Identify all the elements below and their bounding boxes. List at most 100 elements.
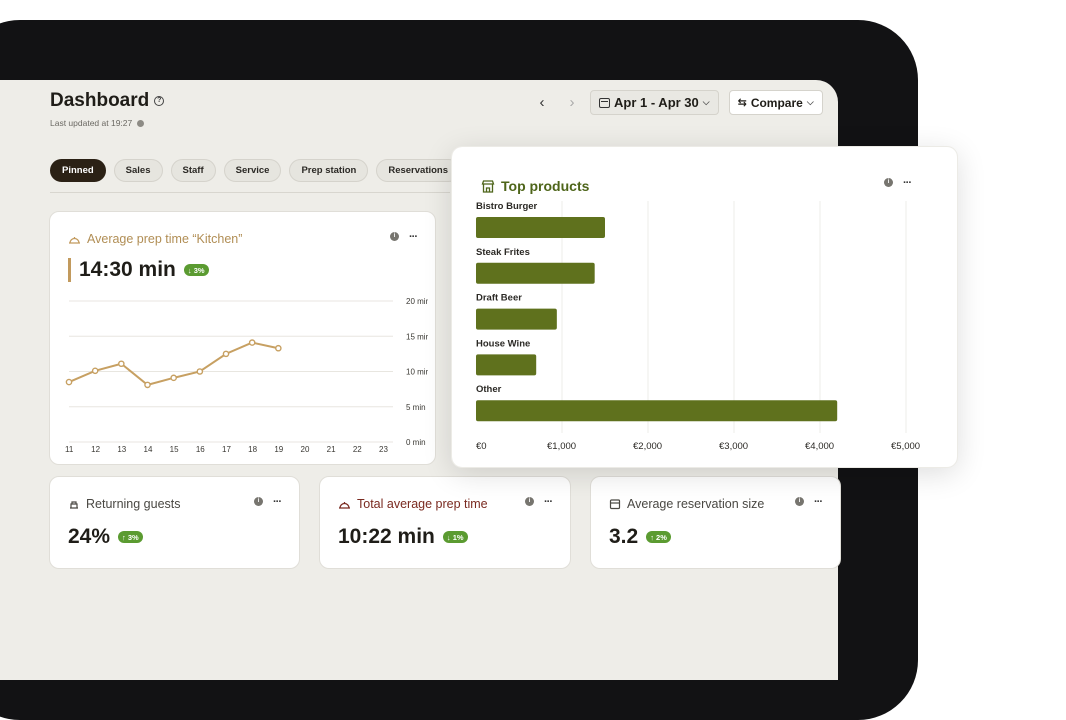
date-navigation: ‹ › Apr 1 - Apr 30 ⌵ ⇆ Compare ⌵ [530, 90, 823, 115]
prep-time-card[interactable]: Average prep time “Kitchen” i ··· 14:30 … [49, 211, 436, 465]
y-tick-label: 15 min [406, 332, 428, 341]
card-actions: i ··· [795, 495, 823, 508]
data-point [144, 381, 151, 389]
total-prep-time-title: Total average prep time [338, 497, 488, 511]
x-tick-label: €3,000 [719, 441, 748, 452]
accent-bar [68, 258, 71, 282]
more-icon[interactable]: ··· [814, 495, 823, 508]
help-icon[interactable]: ? [154, 96, 165, 106]
x-tick-label: 15 [170, 445, 179, 454]
change-badge: ↓ 1% [442, 531, 468, 543]
bar-label: Bistro Burger [476, 201, 538, 212]
bar [476, 217, 605, 238]
returning-guests-value: 24% ↑ 3% [68, 525, 143, 549]
info-icon[interactable]: i [390, 232, 399, 241]
x-tick-label: €5,000 [891, 441, 920, 452]
data-point [170, 374, 177, 382]
total-prep-time-value: 10:22 min ↓ 1% [338, 525, 468, 549]
change-badge: ↓ 3% [183, 264, 209, 276]
tab-prep-station[interactable]: Prep station [289, 159, 369, 182]
refresh-status-icon [137, 119, 145, 127]
x-tick-label: 11 [65, 445, 74, 454]
info-icon[interactable]: i [795, 497, 804, 506]
y-tick-label: 10 min [406, 368, 428, 377]
x-tick-label: €4,000 [805, 441, 834, 452]
date-range-picker[interactable]: Apr 1 - Apr 30 ⌵ [590, 90, 719, 115]
x-tick-label: 19 [274, 445, 283, 454]
date-range-label: Apr 1 - Apr 30 [614, 95, 699, 110]
tab-service[interactable]: Service [223, 159, 282, 182]
data-point [118, 360, 125, 368]
last-updated: Last updated at 19:27 [50, 118, 145, 128]
x-tick-label: 12 [91, 445, 100, 454]
x-tick-label: €2,000 [633, 441, 662, 452]
x-tick-label: 14 [144, 445, 153, 454]
more-icon[interactable]: ··· [409, 230, 418, 243]
y-tick-label: 20 min [406, 297, 428, 306]
data-point [91, 367, 99, 375]
more-icon[interactable]: ··· [544, 495, 553, 508]
last-updated-text: Last updated at 19:27 [50, 118, 133, 128]
info-icon[interactable]: i [884, 178, 893, 187]
swap-icon: ⇆ [737, 97, 747, 109]
reservation-size-title-text: Average reservation size [627, 497, 765, 511]
prep-time-title-text: Average prep time “Kitchen” [87, 232, 243, 246]
x-tick-label: 17 [222, 445, 231, 454]
total-prep-time-value-text: 10:22 min [338, 525, 435, 548]
x-tick-label: 18 [248, 445, 257, 454]
card-actions: i ··· [884, 176, 912, 189]
chevron-left-icon[interactable]: ‹ [539, 94, 545, 111]
card-actions: i ··· [254, 495, 282, 508]
cloche-icon [69, 236, 80, 244]
bar-label: Draft Beer [476, 293, 522, 304]
x-tick-label: €0 [476, 441, 487, 452]
more-icon[interactable]: ··· [273, 495, 282, 508]
tab-reservations[interactable]: Reservations [376, 159, 461, 182]
compare-label: Compare [750, 95, 803, 110]
x-tick-label: 22 [353, 445, 362, 454]
reservation-size-value-text: 3.2 [609, 525, 639, 548]
data-point [65, 378, 73, 386]
total-prep-time-title-text: Total average prep time [357, 497, 488, 511]
info-icon[interactable]: i [254, 497, 263, 506]
top-products-card[interactable]: Top products i ··· €0 €1,000 €2,000 €3,000 €… [451, 146, 958, 468]
tab-bar: Pinned Sales Staff Service Prep station … [50, 159, 461, 182]
bar [476, 354, 537, 376]
compare-button[interactable]: ⇆ Compare ⌵ [728, 90, 823, 115]
reservation-size-title: Average reservation size [609, 497, 764, 511]
tab-pinned[interactable]: Pinned [50, 159, 106, 182]
chevron-right-icon[interactable]: › [569, 94, 575, 111]
bar [476, 308, 557, 330]
cloche-icon [339, 501, 350, 509]
returning-guests-title: Returning guests [68, 497, 181, 511]
store-icon [481, 179, 495, 193]
bar [476, 400, 838, 422]
prep-time-line-chart: 20 min 15 min 10 min 5 min 0 min 11 12 13 14 15 16… [65, 297, 428, 454]
prep-time-value-text: 14:30 min [79, 258, 176, 281]
y-tick-label: 0 min [406, 438, 426, 447]
x-tick-label: 16 [196, 445, 205, 454]
x-tick-label: 20 [301, 445, 310, 454]
returning-guests-card[interactable]: Returning guests i ··· 24% ↑ 3% [49, 476, 300, 569]
change-badge: ↑ 2% [646, 531, 671, 543]
returning-guests-title-text: Returning guests [86, 497, 181, 511]
page-title: Dashboard ? [50, 90, 165, 112]
top-products-bar-chart: €0 €1,000 €2,000 €3,000 €4,000 €5,000 Bistro B… [476, 201, 920, 452]
page-title-text: Dashboard [50, 90, 150, 111]
tabs-divider [50, 192, 450, 193]
y-tick-label: 5 min [406, 403, 426, 412]
bar-label: Steak Frites [476, 247, 530, 258]
card-actions: i ··· [390, 230, 418, 243]
chevron-down-icon: ⌵ [702, 97, 710, 107]
x-tick-label: €1,000 [547, 441, 576, 452]
tab-sales[interactable]: Sales [113, 159, 163, 182]
guests-icon [70, 501, 78, 509]
tab-staff[interactable]: Staff [170, 159, 216, 182]
total-prep-time-card[interactable]: Total average prep time i ··· 10:22 min … [319, 476, 571, 569]
more-icon[interactable]: ··· [903, 176, 912, 189]
info-icon[interactable]: i [525, 497, 534, 506]
bar-label: Other [476, 384, 502, 395]
reservation-size-card[interactable]: Average reservation size i ··· 3.2 ↑ 2% [590, 476, 841, 569]
reservation-size-value: 3.2 ↑ 2% [609, 525, 671, 549]
data-point [275, 344, 282, 352]
